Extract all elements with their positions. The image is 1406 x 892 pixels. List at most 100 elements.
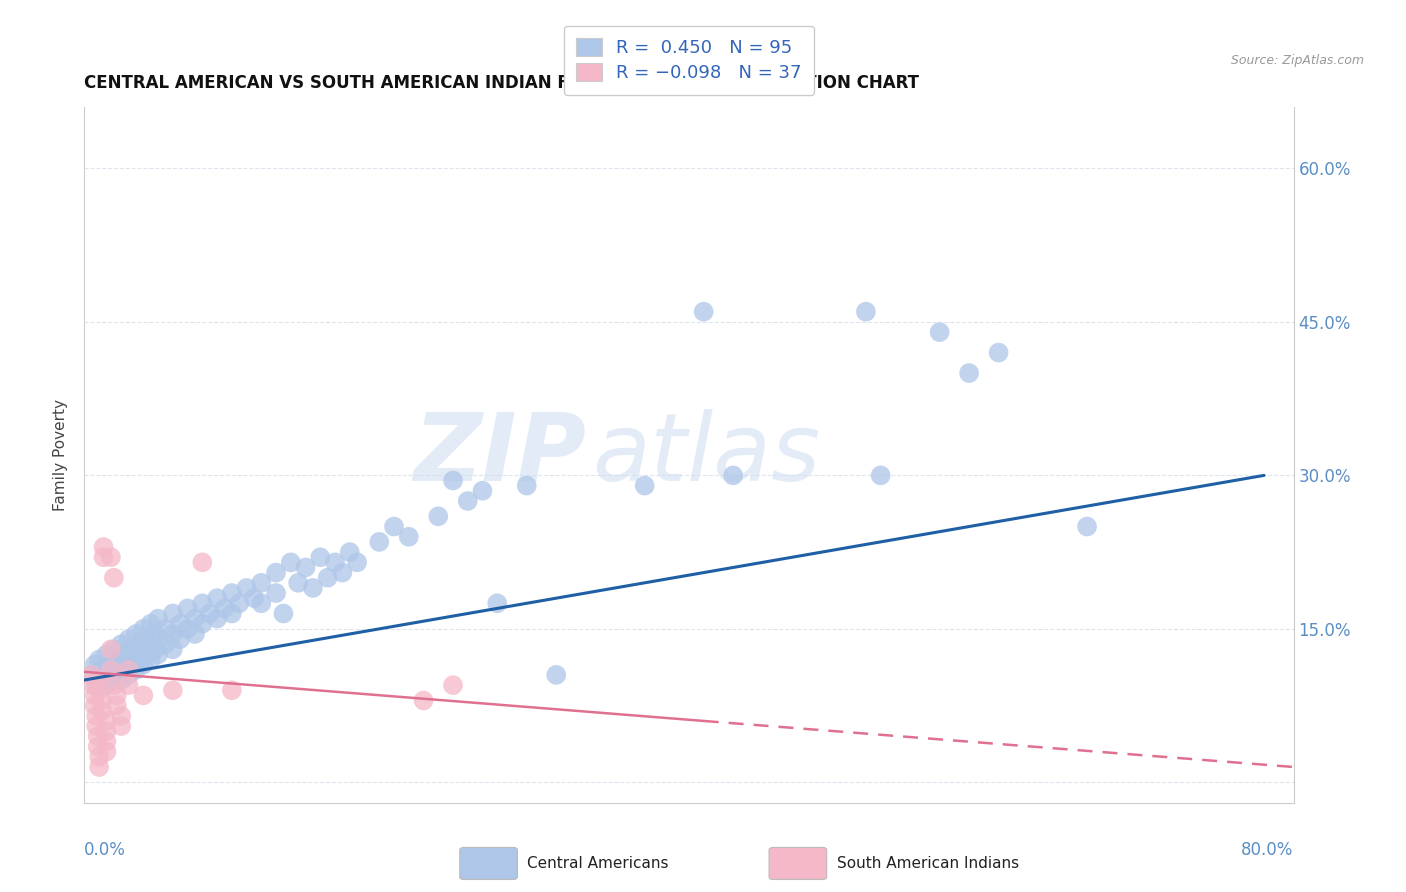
Point xyxy=(110,657,132,672)
Point xyxy=(96,678,118,692)
Point xyxy=(105,668,128,682)
Point xyxy=(516,478,538,492)
Point xyxy=(721,468,744,483)
Text: ZIP: ZIP xyxy=(413,409,586,501)
Point xyxy=(280,555,302,569)
Point xyxy=(250,575,273,590)
Point xyxy=(1076,519,1098,533)
Point xyxy=(103,571,125,585)
Point xyxy=(332,566,354,580)
Point xyxy=(96,724,118,739)
Point xyxy=(125,663,148,677)
Point xyxy=(302,581,325,595)
Point xyxy=(117,678,139,692)
Point xyxy=(103,642,125,657)
Point xyxy=(82,678,104,692)
Point xyxy=(80,668,103,682)
Point xyxy=(114,648,136,662)
Point xyxy=(117,668,139,682)
Point xyxy=(634,478,657,492)
Point xyxy=(96,714,118,728)
Text: CENTRAL AMERICAN VS SOUTH AMERICAN INDIAN FAMILY POVERTY CORRELATION CHART: CENTRAL AMERICAN VS SOUTH AMERICAN INDIA… xyxy=(84,74,920,92)
Point xyxy=(162,627,184,641)
Point xyxy=(125,648,148,662)
Point xyxy=(214,601,236,615)
Point xyxy=(928,325,950,339)
Point xyxy=(339,545,361,559)
Point xyxy=(87,683,110,698)
Point xyxy=(110,708,132,723)
Point xyxy=(316,571,339,585)
Point xyxy=(235,581,257,595)
Point xyxy=(368,535,391,549)
Text: 80.0%: 80.0% xyxy=(1241,841,1294,859)
Point xyxy=(114,663,136,677)
Point xyxy=(427,509,450,524)
Point xyxy=(264,586,287,600)
Point xyxy=(100,642,122,657)
Point xyxy=(228,596,250,610)
Point xyxy=(146,632,169,646)
Point xyxy=(169,632,191,646)
Point xyxy=(132,622,155,636)
Point xyxy=(129,637,152,651)
Point xyxy=(162,642,184,657)
Point xyxy=(105,689,128,703)
Text: atlas: atlas xyxy=(592,409,821,500)
Point xyxy=(105,698,128,713)
Point xyxy=(87,652,110,666)
Point xyxy=(103,663,125,677)
Point xyxy=(198,607,221,621)
Point xyxy=(100,673,122,687)
Point xyxy=(346,555,368,569)
Point xyxy=(205,591,228,606)
Point xyxy=(121,657,143,672)
Point xyxy=(546,668,568,682)
Point xyxy=(87,760,110,774)
Point xyxy=(191,616,214,631)
Point xyxy=(96,734,118,748)
Point xyxy=(243,591,266,606)
Point xyxy=(169,616,191,631)
Point xyxy=(143,642,166,657)
Point xyxy=(987,345,1010,359)
Point xyxy=(135,648,157,662)
Point xyxy=(273,607,295,621)
Point xyxy=(457,494,479,508)
Point xyxy=(309,550,332,565)
Point xyxy=(143,627,166,641)
Point xyxy=(117,632,139,646)
Text: South American Indians: South American Indians xyxy=(837,856,1019,871)
Point xyxy=(84,708,107,723)
Point xyxy=(692,304,714,318)
Point xyxy=(87,749,110,764)
Text: 0.0%: 0.0% xyxy=(84,841,127,859)
Point xyxy=(86,739,108,754)
Text: Source: ZipAtlas.com: Source: ZipAtlas.com xyxy=(1230,54,1364,67)
Point xyxy=(155,637,177,651)
Point xyxy=(221,586,243,600)
Point xyxy=(87,673,110,687)
Point xyxy=(91,704,114,718)
Point xyxy=(146,648,169,662)
Point xyxy=(135,632,157,646)
Point xyxy=(96,648,118,662)
Point xyxy=(93,668,115,682)
Point xyxy=(87,673,110,687)
Point xyxy=(80,668,103,682)
Point xyxy=(132,642,155,657)
Point xyxy=(83,689,105,703)
Point xyxy=(471,483,494,498)
Point xyxy=(155,622,177,636)
Point xyxy=(100,550,122,565)
Point xyxy=(323,555,346,569)
Point xyxy=(441,678,464,692)
Point xyxy=(105,652,128,666)
Point xyxy=(103,678,125,692)
Text: Central Americans: Central Americans xyxy=(527,856,669,871)
Point xyxy=(412,693,434,707)
Legend: R =  0.450   N = 95, R = −0.098   N = 37: R = 0.450 N = 95, R = −0.098 N = 37 xyxy=(564,26,814,95)
Y-axis label: Family Poverty: Family Poverty xyxy=(53,399,69,511)
Point xyxy=(191,555,214,569)
Point xyxy=(100,657,122,672)
